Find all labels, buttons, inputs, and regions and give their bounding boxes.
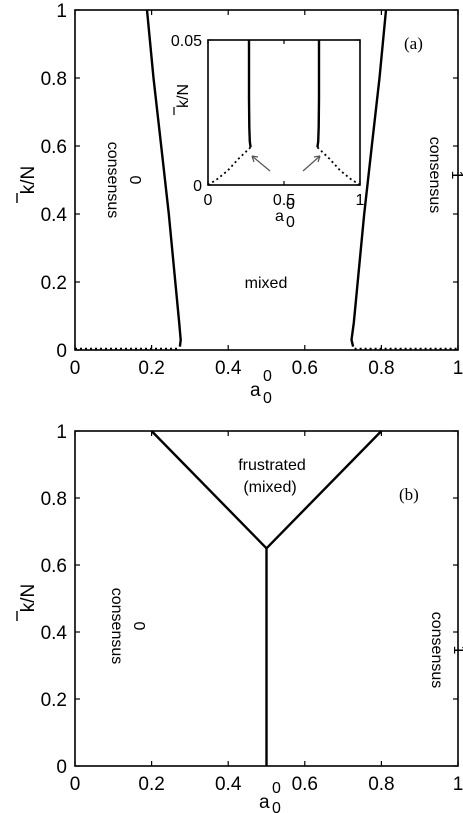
panel-b-xlabel-main: a	[259, 792, 270, 813]
panel-b-ylabel: k/N	[16, 584, 39, 621]
panel-b-ytick-label-4: 0.8	[41, 489, 67, 510]
inset-ylabel-text: k/N	[175, 84, 192, 108]
panel-a-right-value: 1	[448, 171, 463, 180]
inset-xtick-label-0: 0	[204, 192, 213, 209]
panel-b-left-annotation: consensus 0	[108, 588, 147, 665]
panel-a: 0 0.2 0.4 0.6 0.8 1 0 0.2 0.4 0.6 0.8 1 (a) k/N a 0…	[16, 1, 463, 407]
panel-b-left-region: consensus	[108, 588, 125, 665]
panel-a-inset: 0 0.5 100.05 k/N a 0 0	[171, 33, 365, 231]
panel-a-right-region: consensus	[426, 137, 443, 214]
panel-b-top-region: frustrated	[238, 457, 306, 474]
panel-a-xtick-label-2: 0.4	[215, 358, 242, 379]
panel-b-xtick-label-2: 0.4	[215, 774, 242, 795]
panel-a-ytick-label-0: 0	[56, 341, 67, 362]
inset-xlabel-main: a	[275, 208, 284, 225]
panel-b-ytick-label-5: 1	[56, 422, 67, 443]
inset-xlabel: a 0 0	[275, 196, 295, 231]
panel-b-xtick-label-0: 0	[70, 774, 81, 795]
panel-b-right-annotation: consensus 1	[428, 612, 463, 689]
panel-a-ticks: 0 0.2 0.4 0.6 0.8 1 0 0.2 0.4 0.6 0.8 1	[41, 1, 463, 379]
panel-a-xtick-label-0: 0	[70, 358, 81, 379]
panel-a-ylabel-text: k/N	[18, 166, 39, 195]
panel-b-ytick-label-0: 0	[56, 757, 67, 778]
panel-b-ylabel-text: k/N	[18, 584, 39, 613]
panel-b-ytick-label-3: 0.6	[41, 556, 67, 577]
inset-arrow-right	[302, 155, 321, 172]
panel-a-xtick-label-3: 0.6	[292, 358, 318, 379]
panel-b: 0 0.2 0.4 0.6 0.8 1 0 0.2 0.4 0.6 0.8 1 (b) k/N a 0…	[16, 422, 463, 813]
inset-xtick-label-1: 0.5	[273, 192, 295, 209]
panel-a-left-value: 0	[126, 176, 143, 185]
panel-a-right-annotation: consensus 1	[426, 137, 463, 214]
panel-b-series	[150, 430, 383, 766]
panel-a-xtick-label-4: 0.8	[368, 358, 394, 379]
inset-xlabel-sub: 0	[286, 214, 295, 231]
panel-b-ytick-label-1: 0.2	[41, 690, 67, 711]
panel-a-xtick-label-1: 0.2	[138, 358, 164, 379]
panel-b-series-line-1	[265, 430, 383, 550]
panel-a-left-annotation: consensus 0	[104, 142, 143, 219]
inset-background	[208, 40, 360, 185]
panel-b-xlabel-sup: 0	[272, 780, 281, 797]
inset-ticks: 0 0.5 1 0 0.05	[171, 33, 365, 209]
inset-ytick-label-0: 0	[193, 178, 202, 195]
inset-arrow-left-head	[251, 155, 259, 163]
panel-a-xlabel-sub: 0	[263, 390, 272, 407]
panel-a-label: (a)	[404, 34, 423, 53]
panel-b-ticks: 0 0.2 0.4 0.6 0.8 1 0 0.2 0.4 0.6 0.8 1	[41, 422, 463, 795]
panel-a-ytick-label-5: 1	[56, 1, 67, 22]
inset-arrow-right-head	[313, 155, 321, 163]
panel-b-xlabel: a 0 0	[259, 780, 281, 813]
panel-b-xtick-label-3: 0.6	[292, 774, 318, 795]
inset-xlabel-sup: 0	[286, 196, 295, 213]
panel-b-right-region: consensus	[428, 612, 445, 689]
panel-a-frame	[74, 9, 459, 351]
inset-series-line-1	[316, 40, 321, 148]
panel-b-label: (b)	[399, 485, 419, 504]
inset-series-line-2	[207, 146, 252, 186]
panel-a-ytick-label-2: 0.4	[41, 205, 68, 226]
panel-a-series-line-0	[145, 9, 182, 347]
panel-a-middle-region: mixed	[245, 275, 288, 292]
panel-a-ylabel: k/N	[16, 166, 39, 203]
inset-ytick-label-1: 0.05	[171, 33, 202, 50]
inset-xtick-label-2: 1	[356, 192, 365, 209]
panel-b-ytick-label-2: 0.4	[41, 623, 68, 644]
panel-b-left-value: 0	[130, 622, 147, 631]
panel-b-xtick-label-1: 0.2	[138, 774, 164, 795]
panel-a-xlabel: a 0 0	[250, 368, 272, 407]
panel-b-xtick-label-4: 0.8	[368, 774, 394, 795]
inset-series-line-3	[316, 146, 361, 186]
panel-b-top-region-2: (mixed)	[243, 479, 296, 496]
panel-a-xlabel-main: a	[250, 380, 261, 401]
panel-a-ytick-label-4: 0.8	[41, 69, 67, 90]
inset-series	[207, 40, 361, 186]
panel-a-ytick-label-3: 0.6	[41, 137, 67, 158]
panel-b-right-value: 1	[450, 646, 463, 655]
inset-ylabel: k/N	[173, 84, 192, 115]
panel-a-series-line-1	[350, 9, 388, 347]
panel-b-xtick-label-5: 1	[453, 774, 463, 795]
inset-arrow-left	[251, 155, 271, 172]
panel-a-ytick-label-1: 0.2	[41, 273, 67, 294]
panel-b-series-line-0	[150, 430, 268, 550]
inset-series-line-0	[247, 40, 252, 148]
panel-b-xlabel-sub: 0	[272, 800, 281, 813]
panel-a-xlabel-sup: 0	[263, 368, 272, 385]
panel-a-series	[75, 9, 458, 350]
panel-a-xtick-label-5: 1	[453, 358, 463, 379]
panel-a-left-region: consensus	[104, 142, 121, 219]
